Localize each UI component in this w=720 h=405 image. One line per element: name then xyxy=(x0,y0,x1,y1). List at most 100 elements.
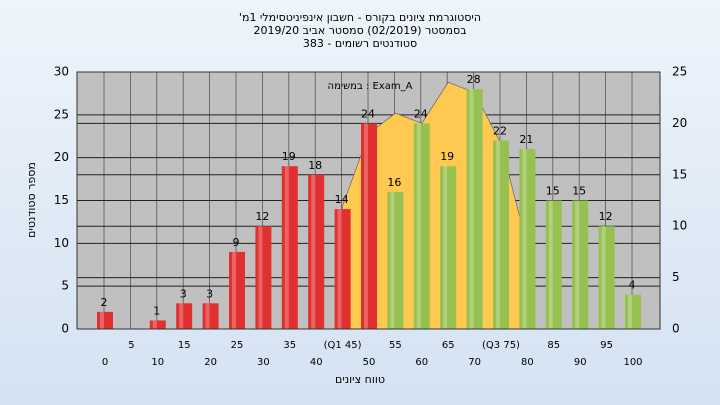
y2-tick-label: 10 xyxy=(672,219,687,233)
bar xyxy=(466,89,483,329)
data-label: 2 xyxy=(101,296,108,309)
x-tick-label: 65 xyxy=(442,340,455,351)
y-axis-title: מספר סטודנטים xyxy=(25,162,38,238)
bar xyxy=(176,303,193,329)
bar xyxy=(308,174,325,329)
bar xyxy=(334,209,351,329)
y-tick-label: 20 xyxy=(54,150,69,164)
bar-highlight xyxy=(337,209,342,329)
bar-highlight xyxy=(284,166,289,329)
y2-tick-label: 0 xyxy=(672,322,680,336)
bar-highlight xyxy=(311,174,316,329)
title-line: סטודנטים רשומים - 383 xyxy=(303,37,417,50)
bar-highlight xyxy=(496,140,500,329)
bar-highlight xyxy=(469,89,474,329)
bar-highlight xyxy=(390,191,395,329)
data-label: 12 xyxy=(599,210,613,223)
x-tick-label: 80 xyxy=(521,357,534,368)
data-label: 22 xyxy=(493,125,507,138)
x-tick-label: 50 xyxy=(363,357,376,368)
x-tick-label: 100 xyxy=(623,357,642,368)
y2-tick-label: 20 xyxy=(672,116,687,130)
y-tick-label: 25 xyxy=(54,107,69,121)
data-label: 24 xyxy=(361,107,375,120)
data-label: 21 xyxy=(519,133,533,146)
data-label: 19 xyxy=(440,150,454,163)
x-tick-label: 60 xyxy=(415,357,428,368)
y2-tick-label: 15 xyxy=(672,167,687,181)
x-tick-label: 20 xyxy=(204,357,217,368)
bar xyxy=(387,191,404,329)
bar xyxy=(229,251,245,329)
bar-highlight xyxy=(522,149,527,329)
data-label: 3 xyxy=(180,287,187,300)
bar xyxy=(281,166,298,329)
bar xyxy=(545,200,562,329)
bar-highlight xyxy=(416,123,421,330)
x-tick-label: 25 xyxy=(231,340,244,351)
data-label: 9 xyxy=(233,236,240,249)
annotation: במשימה : Exam_A xyxy=(328,81,413,92)
data-label: 3 xyxy=(206,287,213,300)
bar xyxy=(519,149,536,329)
bar-highlight xyxy=(548,200,553,329)
bar xyxy=(255,226,272,329)
bar-highlight xyxy=(179,303,184,329)
bar-highlight xyxy=(628,294,632,329)
data-label: 19 xyxy=(282,150,296,163)
x-tick-label: 10 xyxy=(151,357,164,368)
bar-highlight xyxy=(258,226,263,329)
bar xyxy=(202,303,219,329)
data-label: 14 xyxy=(335,193,349,206)
data-label: 28 xyxy=(467,73,481,86)
bar-highlight xyxy=(205,303,210,329)
data-label: 18 xyxy=(308,159,322,172)
data-label: 4 xyxy=(629,279,636,292)
x-tick-label: 55 xyxy=(389,340,402,351)
x-tick-label: 35 xyxy=(283,340,296,351)
x-tick-label: 95 xyxy=(600,340,613,351)
data-label: 15 xyxy=(572,185,586,198)
y-tick-label: 10 xyxy=(54,236,69,250)
x-tick-label: 0 xyxy=(102,357,108,368)
bar xyxy=(625,294,641,329)
x-tick-label: 90 xyxy=(574,357,587,368)
x-tick-label: 15 xyxy=(178,340,191,351)
bar xyxy=(440,166,457,329)
y-tick-label: 0 xyxy=(61,322,69,336)
title-line: בסמסטר (02/2019) סמסטר אביב 2019/20 xyxy=(253,24,466,37)
x-tick-label: 40 xyxy=(310,357,323,368)
bar-highlight xyxy=(232,251,236,329)
y2-tick-label: 25 xyxy=(672,65,687,79)
x-tick-label: 85 xyxy=(547,340,560,351)
bar-highlight xyxy=(575,200,580,329)
title-line: 'היסטוגרמת ציונים בקורס - חשבון אינפיניט… xyxy=(239,11,481,24)
bar xyxy=(149,320,166,329)
bar-highlight xyxy=(100,311,104,329)
y-tick-label: 15 xyxy=(54,193,69,207)
bar-highlight xyxy=(152,320,157,329)
x-tick-label: (Q3 75) xyxy=(482,340,520,351)
y-tick-label: 30 xyxy=(54,65,69,79)
x-tick-label: (Q1 45) xyxy=(324,340,362,351)
y-tick-label: 5 xyxy=(61,279,69,293)
bar xyxy=(572,200,589,329)
bar xyxy=(493,140,509,329)
bar xyxy=(97,311,113,329)
bar-highlight xyxy=(601,226,606,329)
bar-highlight xyxy=(443,166,448,329)
plot-border xyxy=(76,71,661,330)
data-label: 24 xyxy=(414,107,428,120)
bar-highlight xyxy=(364,123,368,330)
x-tick-label: 5 xyxy=(128,340,134,351)
y2-tick-label: 5 xyxy=(672,270,680,284)
bar xyxy=(413,123,430,330)
bar xyxy=(361,123,377,330)
x-axis-title: טווח ציונים xyxy=(335,373,385,386)
data-label: 12 xyxy=(255,210,269,223)
data-label: 16 xyxy=(387,176,401,189)
bar xyxy=(598,226,615,329)
data-label: 15 xyxy=(546,185,560,198)
x-tick-label: 30 xyxy=(257,357,270,368)
